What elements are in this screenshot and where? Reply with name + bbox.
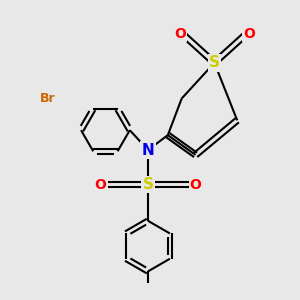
Text: S: S (142, 177, 154, 192)
Text: Br: Br (40, 92, 56, 105)
Text: O: O (190, 178, 202, 192)
Text: O: O (94, 178, 106, 192)
Text: S: S (209, 55, 220, 70)
Text: N: N (142, 142, 154, 158)
Text: O: O (174, 27, 186, 41)
Text: O: O (243, 27, 255, 41)
